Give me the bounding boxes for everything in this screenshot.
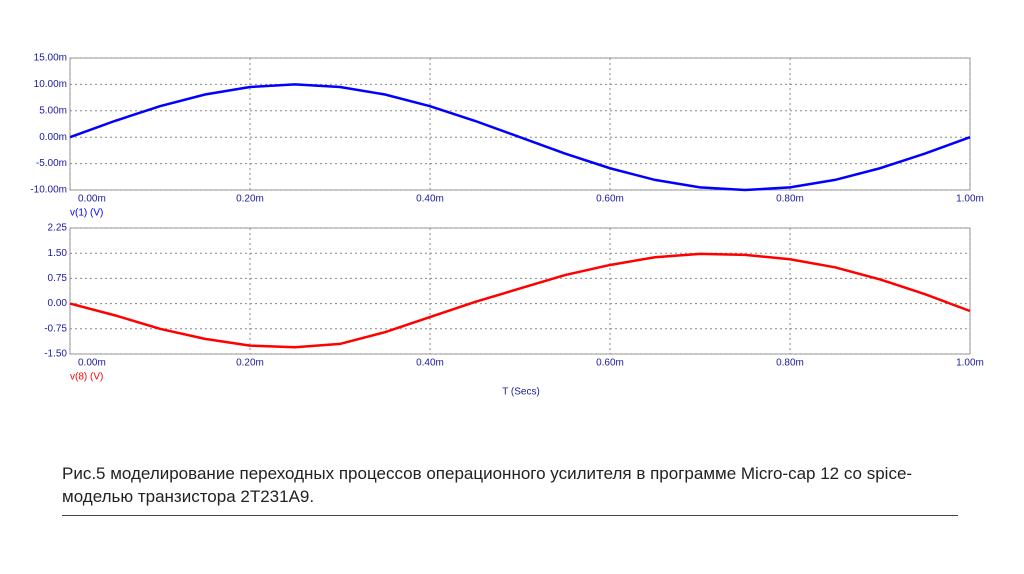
x-tick-label: 0.40m [416,194,444,205]
y-tick-label: 0.75 [48,273,68,284]
x-tick-label: 0.20m [236,194,264,205]
x-tick-label: 0.00m [78,358,106,369]
x-tick-label: 1.00m [956,358,984,369]
chart: 15.00m 10.00m 5.00m 0.00m -5.00m -10.00m 0.00m… [30,53,984,398]
y-tick-label: 1.50 [48,248,68,259]
series-label: v(1) (V) [70,208,103,219]
caption-rule [62,515,958,516]
series-line [69,83,971,192]
y-tick-label: 0.00 [48,298,68,309]
x-tick-label: 0.60m [596,194,624,205]
x-tick-label: 1.00m [956,194,984,205]
plot-frame [69,57,971,191]
y-tick-label: -10.00m [30,185,67,196]
y-tick-label: 5.00m [39,105,67,116]
series-line [69,252,971,349]
x-tick-label: 0.20m [236,358,264,369]
x-tick-label: 0.80m [776,194,804,205]
y-tick-label: 10.00m [34,79,67,90]
caption: Рис.5 моделирование переходных процессов… [62,464,913,506]
plot-frame [69,227,971,355]
x-tick-label: 0.80m [776,358,804,369]
y-tick-label: -5.00m [36,158,67,169]
x-axis-label: T (Secs) [502,387,540,398]
y-tick-label: -0.75 [44,323,67,334]
x-tick-label: 0.40m [416,358,444,369]
y-tick-label: -1.50 [44,349,67,360]
y-tick-label: 0.00m [39,132,67,143]
y-tick-label: 2.25 [48,223,68,234]
y-tick-label: 15.00m [34,53,67,64]
series-label: v(8) (V) [70,372,103,383]
x-tick-label: 0.60m [596,358,624,369]
x-tick-label: 0.00m [78,194,106,205]
